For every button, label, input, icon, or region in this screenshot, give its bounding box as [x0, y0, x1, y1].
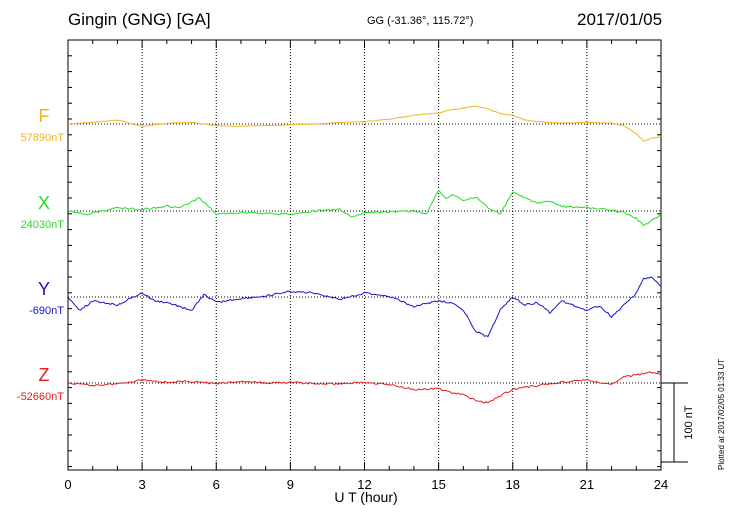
component-labels: F 57890nT X 24030nT Y -690nT Z -52660nT [17, 106, 64, 403]
component-baseline-y: -690nT [29, 305, 64, 317]
x-tick-label-1: 3 [139, 477, 146, 492]
plot-border [67, 39, 662, 471]
x-tick-label-2: 6 [213, 477, 220, 492]
plot-frame [67, 39, 662, 471]
x-tick-label-7: 21 [580, 477, 594, 492]
x-tick-label-5: 15 [431, 477, 445, 492]
component-letter-y: Y [38, 279, 50, 299]
x-tick-label-8: 24 [654, 477, 668, 492]
series-line-x [67, 189, 662, 227]
component-baseline-x: 24030nT [21, 219, 65, 231]
axis-ticks: 0 3 6 9 12 15 18 21 24 [64, 39, 668, 492]
x-tick-label-4: 12 [357, 477, 371, 492]
station-title: Gingin (GNG) [GA] [68, 10, 211, 29]
scale-bar: 100 nT [661, 382, 695, 463]
grid-lines [141, 40, 588, 470]
component-letter-f: F [39, 106, 50, 126]
component-letter-z: Z [39, 365, 50, 385]
series-line-f [67, 105, 662, 142]
scale-bar-label: 100 nT [683, 405, 695, 440]
station-coordinates: GG (-31.36°, 115.72°) [367, 15, 474, 27]
x-axis-title: U T (hour) [334, 489, 397, 505]
series-lines [67, 105, 662, 404]
component-letter-x: X [38, 193, 50, 213]
series-line-z [67, 371, 662, 404]
chart-date: 2017/01/05 [577, 10, 663, 29]
x-tick-label-6: 18 [506, 477, 520, 492]
x-tick-label-0: 0 [64, 477, 71, 492]
plotted-timestamp: Plotted at 2017/02/05 01:33 UT [717, 359, 726, 470]
x-tick-label-3: 9 [287, 477, 294, 492]
component-baseline-z: -52660nT [17, 391, 64, 403]
series-line-y [67, 276, 662, 337]
component-baseline-f: 57890nT [21, 132, 65, 144]
